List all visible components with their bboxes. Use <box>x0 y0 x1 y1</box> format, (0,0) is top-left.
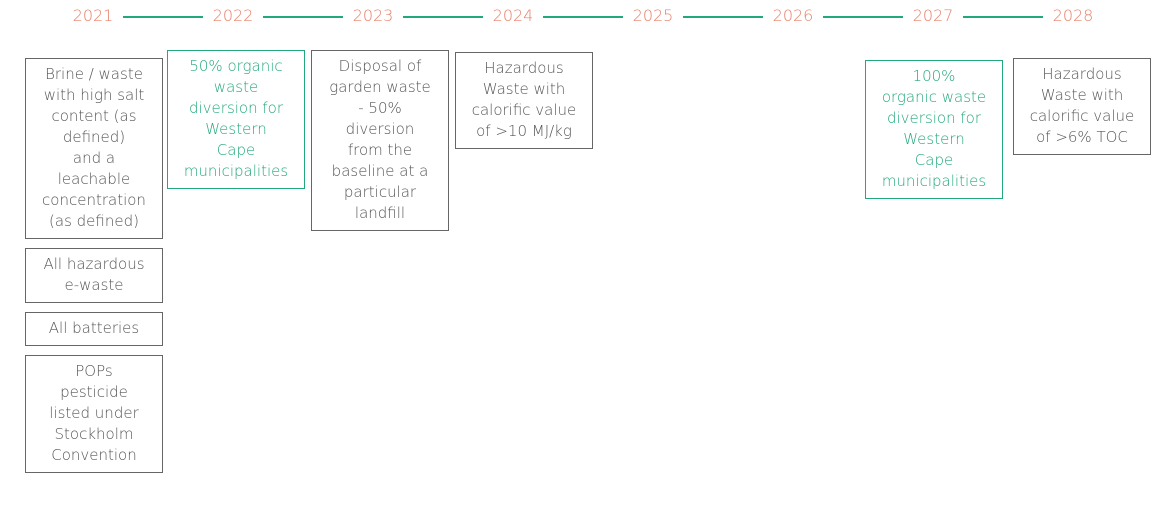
milestone-box: 100% organic waste diversion for Western Cap… <box>865 60 1003 199</box>
box-text-line: with high salt <box>43 86 145 104</box>
box-text-line: municipalities <box>183 162 289 180</box>
box-text-line: 100% <box>912 67 956 85</box>
box-text-line: Hazardous <box>1042 65 1122 83</box>
milestone-box: Hazardous Waste with calorific value of >10… <box>455 52 593 149</box>
year-label: 2022 <box>212 6 254 25</box>
year-label: 2027 <box>912 6 954 25</box>
connector <box>823 16 903 18</box>
connector <box>403 16 483 18</box>
year-label: 2021 <box>72 6 114 25</box>
box-text-line: of >10 MJ/kg <box>476 122 572 140</box>
milestone-box: Brine / waste with high salt content (as de… <box>25 58 163 239</box>
box-text-line: Hazardous <box>484 59 564 77</box>
year-label: 2024 <box>492 6 534 25</box>
year-label: 2026 <box>772 6 814 25</box>
milestone-box: Disposal of garden waste - 50% diversion fro… <box>311 50 449 231</box>
year-column: Hazardous Waste with calorific value of >6%… <box>1013 58 1151 155</box>
box-text-line: Cape <box>216 141 256 159</box>
box-text-line: All hazardous <box>43 255 145 273</box>
year-label: 2023 <box>352 6 394 25</box>
year-column: 100% organic waste diversion for Western Cap… <box>865 60 1003 199</box>
box-text-line: concentration <box>42 191 146 209</box>
box-text-line: (as defined) <box>49 212 139 230</box>
connector <box>543 16 623 18</box>
year-column: Hazardous Waste with calorific value of >10… <box>455 52 593 149</box>
box-text-line: diversion <box>345 120 415 138</box>
box-text-line: organic waste <box>881 88 987 106</box>
box-text-line: listed under <box>49 404 139 422</box>
box-text-line: Brine / waste <box>45 65 143 83</box>
box-text-line: garden waste <box>329 78 431 96</box>
milestone-box: All batteries <box>25 312 163 346</box>
box-text-line: landfill <box>354 204 406 222</box>
box-text-line: Disposal of <box>338 57 422 75</box>
box-text-line: Waste with <box>482 80 566 98</box>
year-column: 50% organic waste diversion for Western Cape… <box>167 50 305 189</box>
milestone-box: POPs pesticide listed under Stockholm Conven… <box>25 355 163 473</box>
box-text-line: particular <box>343 183 417 201</box>
milestone-box: 50% organic waste diversion for Western Cape… <box>167 50 305 189</box>
box-text-line: 50% organic <box>189 57 283 75</box>
box-text-line: Convention <box>51 446 137 464</box>
box-text-line: POPs <box>75 362 113 380</box>
box-text-line: Cape <box>914 151 954 169</box>
box-text-line: defined) <box>62 128 126 146</box>
connector <box>963 16 1043 18</box>
year-column: Brine / waste with high salt content (as de… <box>25 58 163 473</box>
year-label: 2028 <box>1052 6 1094 25</box>
box-text-line: pesticide <box>60 383 128 401</box>
milestone-box: Hazardous Waste with calorific value of >6%… <box>1013 58 1151 155</box>
connector <box>683 16 763 18</box>
box-text-line: waste <box>213 78 259 96</box>
box-text-line: baseline at a <box>331 162 429 180</box>
box-text-line: leachable <box>57 170 131 188</box>
box-text-line: calorific value <box>1029 107 1135 125</box>
milestone-box: All hazardous e-waste <box>25 248 163 303</box>
box-text-line: from the <box>347 141 413 159</box>
box-text-line: and a <box>72 149 116 167</box>
box-text-line: Stockholm <box>54 425 134 443</box>
connector <box>123 16 203 18</box>
box-text-line: of >6% TOC <box>1036 128 1128 146</box>
year-column: Disposal of garden waste - 50% diversion fro… <box>311 50 449 231</box>
box-text-line: Western <box>205 120 267 138</box>
box-text-line: diversion for <box>886 109 982 127</box>
box-text-line: - 50% <box>358 99 402 117</box>
box-text-line: All batteries <box>48 319 140 337</box>
box-text-line: Western <box>903 130 965 148</box>
connector <box>263 16 343 18</box>
box-text-line: diversion for <box>188 99 284 117</box>
box-text-line: Waste with <box>1040 86 1124 104</box>
year-label: 2025 <box>632 6 674 25</box>
box-text-line: content (as <box>51 107 137 125</box>
box-text-line: calorific value <box>471 101 577 119</box>
box-text-line: e-waste <box>64 276 124 294</box>
box-text-line: municipalities <box>881 172 987 190</box>
